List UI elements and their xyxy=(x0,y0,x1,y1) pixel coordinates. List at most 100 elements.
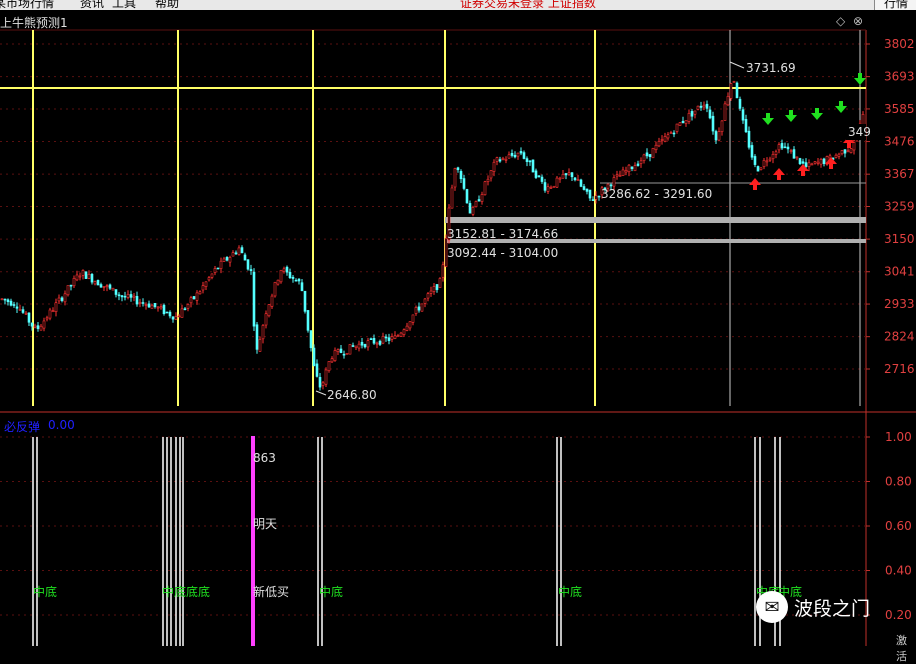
candle-body xyxy=(786,146,790,150)
green-arrow-icon xyxy=(854,73,866,85)
candle-body xyxy=(588,189,592,199)
candle-body xyxy=(63,293,67,303)
candle-body xyxy=(96,280,100,286)
candle-body xyxy=(129,294,133,298)
candle-body xyxy=(750,145,754,158)
candle-body xyxy=(840,150,844,155)
candle-body xyxy=(270,295,274,307)
candle-body xyxy=(600,187,604,196)
candle-body xyxy=(810,163,814,166)
candle-body xyxy=(303,290,307,312)
indicator-spikes xyxy=(32,437,781,646)
candle-body xyxy=(93,281,97,285)
candle-body xyxy=(516,152,520,157)
candle-body xyxy=(555,177,559,188)
candle-body xyxy=(465,189,469,204)
candle-body xyxy=(273,282,277,297)
green-arrow-icon xyxy=(785,110,797,122)
candle-body xyxy=(819,159,823,165)
candle-body xyxy=(210,273,214,278)
candle-body xyxy=(144,304,148,306)
candle-body xyxy=(423,298,427,304)
menu-item-help[interactable]: 帮助 xyxy=(155,0,180,10)
candle-body xyxy=(759,167,763,170)
candle-body xyxy=(174,316,178,320)
login-status: 证券交易未登录 上证指数 xyxy=(460,0,596,10)
candle-body xyxy=(342,353,346,356)
candle-body xyxy=(414,307,418,314)
indicator-value: 0.00 xyxy=(48,418,75,432)
candle-body xyxy=(717,131,721,141)
candle-body xyxy=(828,155,832,159)
candle-body xyxy=(186,304,190,309)
high-pointer xyxy=(729,61,745,69)
green-arrow-icon xyxy=(835,101,847,113)
candle-body xyxy=(417,306,421,311)
candle-body xyxy=(18,308,22,311)
mid-bottom-label: 中底 xyxy=(558,584,582,599)
kline-chart[interactable]: 3731.69 2646.80 3286.62 - 3291.60 3152.8… xyxy=(0,0,916,646)
close-icon[interactable]: ⊗ xyxy=(853,14,864,28)
candle-body xyxy=(219,260,223,269)
candle-body xyxy=(561,174,565,179)
candle-body xyxy=(711,115,715,132)
candle-body xyxy=(429,290,433,294)
candle-body xyxy=(99,284,103,288)
candle-body xyxy=(765,160,769,163)
candle-body xyxy=(123,295,127,298)
candle-body xyxy=(30,322,34,327)
candle-body xyxy=(567,172,571,175)
candle-body xyxy=(318,376,322,388)
candle-body xyxy=(348,344,352,355)
menu-item-market[interactable]: 某市场行情 xyxy=(0,0,55,10)
candle-body xyxy=(243,254,247,261)
candle-body xyxy=(837,153,841,157)
gap-band-2 xyxy=(445,239,866,243)
candle-body xyxy=(390,336,394,340)
red-arrow-icon xyxy=(825,157,837,169)
candle-body xyxy=(447,207,451,241)
quote-button[interactable]: 行情 xyxy=(874,0,916,10)
candle-body xyxy=(0,298,4,301)
candle-body xyxy=(462,178,466,189)
candle-body xyxy=(366,340,370,348)
diamond-icon[interactable]: ◇ xyxy=(836,14,846,28)
candle-body xyxy=(726,96,730,106)
candle-body xyxy=(189,297,193,304)
candle-body xyxy=(525,158,529,162)
candle-body xyxy=(60,297,64,301)
candle-body xyxy=(75,274,79,281)
candle-body xyxy=(834,154,838,158)
candle-body xyxy=(540,176,544,182)
candle-body xyxy=(45,317,49,320)
candle-body xyxy=(789,150,793,152)
candle-body xyxy=(168,311,172,317)
candle-body xyxy=(291,276,295,279)
candle-body xyxy=(360,341,364,346)
menu-item-tools[interactable]: 工具 xyxy=(112,0,137,10)
candle-body xyxy=(351,345,355,347)
candle-body xyxy=(582,186,586,190)
chart-title: 上牛熊预测1 xyxy=(0,16,68,30)
price-tick-label: 3041 xyxy=(884,265,915,279)
candle-body xyxy=(735,82,739,99)
candle-body xyxy=(321,382,325,386)
candle-body xyxy=(369,338,373,340)
candle-body xyxy=(204,281,208,287)
candle-body xyxy=(621,169,625,176)
candle-body xyxy=(648,154,652,158)
candle-body xyxy=(294,279,298,282)
candle-body xyxy=(615,174,619,177)
candle-body xyxy=(687,113,691,122)
candle-body xyxy=(84,271,88,279)
indicator-tick-label: 1.00 xyxy=(885,430,912,444)
candle-body xyxy=(165,311,169,314)
gap-label-2: 3152.81 - 3174.66 xyxy=(447,227,558,241)
candle-body xyxy=(102,286,106,288)
candle-body xyxy=(264,313,268,326)
candle-body xyxy=(258,339,262,352)
candle-body xyxy=(3,298,7,301)
candle-body xyxy=(546,186,550,192)
menu-item-news[interactable]: 资讯 xyxy=(80,0,105,10)
price-tick-label: 2933 xyxy=(884,297,915,311)
